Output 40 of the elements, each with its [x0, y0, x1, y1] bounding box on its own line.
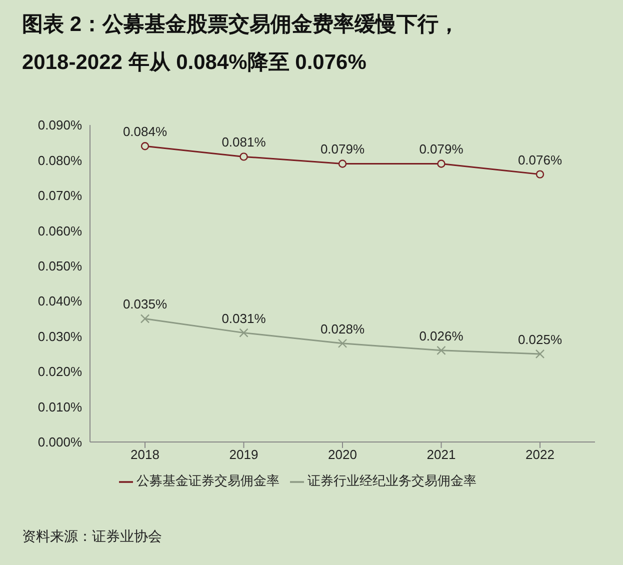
data-label: 0.026% — [419, 328, 464, 344]
y-tick-label: 0.000% — [38, 434, 82, 450]
y-tick-label: 0.050% — [38, 258, 82, 274]
y-tick-label: 0.060% — [38, 223, 82, 238]
data-label: 0.084% — [122, 124, 168, 140]
point — [437, 160, 446, 168]
point — [140, 142, 150, 150]
y-tick-label: 0.030% — [38, 328, 82, 344]
point — [535, 349, 545, 359]
point — [536, 170, 544, 178]
point — [140, 314, 150, 324]
point — [436, 346, 446, 356]
y-tick-label: 0.040% — [38, 294, 82, 309]
x-tick-label: 2020 — [328, 447, 357, 462]
x-tick-label: 2018 — [130, 447, 160, 462]
y-tick-label: 0.080% — [38, 152, 82, 168]
x-tick-label: 2022 — [526, 447, 554, 462]
y-tick-label: 0.070% — [38, 188, 82, 204]
data-label: 0.079% — [419, 142, 464, 157]
data-label: 0.079% — [320, 142, 365, 157]
legend-label: 公募基金证券交易佣金率 — [136, 473, 280, 488]
point — [240, 152, 248, 161]
point — [338, 338, 348, 348]
chart-subtitle: 2018-2022 年从 0.084%降至 0.076% — [22, 50, 366, 76]
legend-label: 证券行业经纪业务交易佣金率 — [308, 473, 476, 488]
chart-title: 图表 2：公募基金股票交易佣金费率缓慢下行， — [22, 12, 460, 38]
data-label: 0.025% — [518, 332, 562, 347]
y-tick-label: 0.090% — [38, 118, 82, 133]
y-tick-label: 0.010% — [38, 399, 82, 414]
text: 资料来源：证券业协会 — [22, 528, 162, 546]
data-label: 0.076% — [518, 152, 562, 168]
data-label: 0.081% — [222, 134, 266, 150]
y-tick-label: 0.020% — [38, 364, 82, 380]
data-label: 0.035% — [122, 296, 168, 312]
data-label: 0.028% — [320, 321, 365, 336]
x-tick-label: 2019 — [229, 447, 258, 462]
data-label: 0.031% — [222, 310, 266, 326]
point — [239, 328, 248, 338]
x-tick-label: 2021 — [426, 447, 456, 462]
point — [338, 160, 347, 168]
